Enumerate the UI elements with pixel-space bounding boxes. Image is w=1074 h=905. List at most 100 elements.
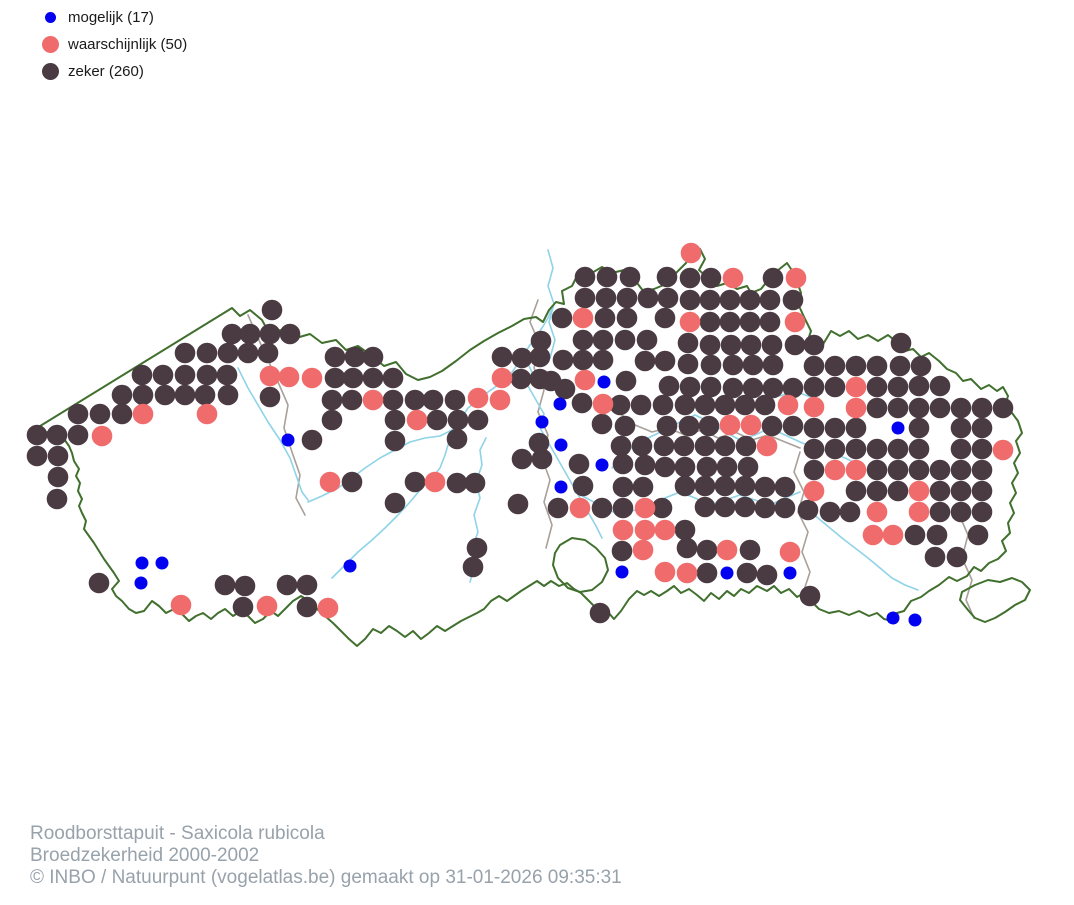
map-dot-mogelijk — [554, 480, 568, 494]
map-dot-mogelijk — [535, 415, 549, 429]
map-dot-zeker — [742, 354, 764, 376]
map-dot-zeker — [447, 409, 469, 431]
map-dot-zeker — [824, 355, 846, 377]
map-dot-waarschijnlijk — [722, 267, 744, 289]
map-dot-zeker — [611, 540, 633, 562]
map-dot-waarschijnlijk — [574, 369, 596, 391]
map-dot-zeker — [301, 429, 323, 451]
map-dot-zeker — [887, 438, 909, 460]
map-dot-zeker — [722, 377, 744, 399]
map-dot-waarschijnlijk — [676, 562, 698, 584]
map-dot-zeker — [740, 334, 762, 356]
map-dot-waarschijnlijk — [654, 561, 676, 583]
map-dot-zeker — [696, 456, 718, 478]
map-dot-zeker — [467, 409, 489, 431]
map-dot-zeker — [610, 435, 632, 457]
map-dot-zeker — [950, 501, 972, 523]
map-dot-zeker — [26, 424, 48, 446]
map-dot-zeker — [971, 417, 993, 439]
map-dot-zeker — [803, 438, 825, 460]
map-dot-waarschijnlijk — [845, 376, 867, 398]
map-dot-zeker — [261, 299, 283, 321]
map-dot-zeker — [908, 438, 930, 460]
map-dot-zeker — [612, 476, 634, 498]
map-dot-zeker — [950, 459, 972, 481]
map-dot-waarschijnlijk — [406, 409, 428, 431]
map-dot-zeker — [929, 501, 951, 523]
map-dot-zeker — [866, 355, 888, 377]
map-dot-zeker — [839, 501, 861, 523]
map-dot-zeker — [568, 453, 590, 475]
map-dot-zeker — [609, 394, 631, 416]
map-dot-zeker — [754, 394, 776, 416]
map-dot-zeker — [797, 499, 819, 521]
map-dot-mogelijk — [554, 438, 568, 452]
map-dot-zeker — [674, 394, 696, 416]
map-dot-zeker — [654, 456, 676, 478]
map-dot-waarschijnlijk — [278, 366, 300, 388]
map-dot-zeker — [720, 334, 742, 356]
map-dot-zeker — [634, 350, 656, 372]
map-dot-mogelijk — [553, 397, 567, 411]
map-dot-zeker — [531, 448, 553, 470]
map-dot-zeker — [929, 397, 951, 419]
map-dot-zeker — [296, 596, 318, 618]
map-dot-zeker — [572, 475, 594, 497]
map-dot-zeker — [782, 377, 804, 399]
map-dot-waarschijnlijk — [908, 480, 930, 502]
map-dot-zeker — [321, 409, 343, 431]
map-dot-zeker — [422, 389, 444, 411]
map-dot-zeker — [279, 323, 301, 345]
map-dot-mogelijk — [343, 559, 357, 573]
map-dot-waarschijnlijk — [845, 397, 867, 419]
map-dot-zeker — [404, 389, 426, 411]
map-dot-zeker — [736, 562, 758, 584]
map-dot-waarschijnlijk — [319, 471, 341, 493]
map-dot-zeker — [910, 355, 932, 377]
map-dot-zeker — [992, 397, 1014, 419]
map-dot-zeker — [762, 377, 784, 399]
map-dot-zeker — [754, 476, 776, 498]
map-dot-zeker — [845, 438, 867, 460]
legend-item-waarschijnlijk: waarschijnlijk (50) — [33, 31, 187, 58]
map-dot-zeker — [152, 364, 174, 386]
map-dot-mogelijk — [783, 566, 797, 580]
map-dot-zeker — [714, 475, 736, 497]
map-dot-waarschijnlijk — [740, 414, 762, 436]
map-dot-zeker — [614, 415, 636, 437]
map-dot-zeker — [594, 307, 616, 329]
map-dot-zeker — [554, 378, 576, 400]
map-dot-zeker — [232, 596, 254, 618]
map-dot-zeker — [657, 287, 679, 309]
map-dot-mogelijk — [908, 613, 922, 627]
map-dot-waarschijnlijk — [634, 497, 656, 519]
map-dot-zeker — [866, 459, 888, 481]
map-dot-zeker — [615, 370, 637, 392]
map-dot-zeker — [946, 546, 968, 568]
map-dot-zeker — [656, 415, 678, 437]
map-dot-zeker — [754, 497, 776, 519]
map-dot-zeker — [824, 417, 846, 439]
map-dot-waarschijnlijk — [467, 387, 489, 409]
province-border-path — [957, 511, 975, 619]
map-dot-waarschijnlijk — [634, 519, 656, 541]
map-dot-waarschijnlijk — [259, 365, 281, 387]
map-dot-zeker — [196, 342, 218, 364]
map-dot-waarschijnlijk — [803, 396, 825, 418]
map-dot-zeker — [759, 311, 781, 333]
map-dot-zeker — [819, 501, 841, 523]
map-dot-zeker — [595, 287, 617, 309]
map-dot-zeker — [699, 311, 721, 333]
map-dot-zeker — [653, 435, 675, 457]
map-dot-waarschijnlijk — [301, 367, 323, 389]
map-dot-zeker — [67, 424, 89, 446]
map-dot-zeker — [803, 334, 825, 356]
map-dot-zeker — [699, 289, 721, 311]
map-dot-zeker — [572, 329, 594, 351]
map-dot-zeker — [698, 415, 720, 437]
map-dot-zeker — [46, 488, 68, 510]
map-dot-waarschijnlijk — [569, 497, 591, 519]
map-dot-zeker — [971, 397, 993, 419]
map-dot-waarschijnlijk — [654, 519, 676, 541]
map-dot-zeker — [676, 537, 698, 559]
